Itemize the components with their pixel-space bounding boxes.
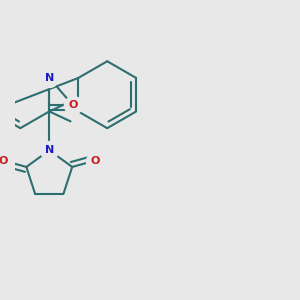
Text: O: O (0, 156, 8, 166)
Text: O: O (91, 156, 100, 166)
Text: O: O (68, 100, 78, 110)
Text: N: N (45, 145, 54, 155)
Text: N: N (45, 73, 54, 83)
